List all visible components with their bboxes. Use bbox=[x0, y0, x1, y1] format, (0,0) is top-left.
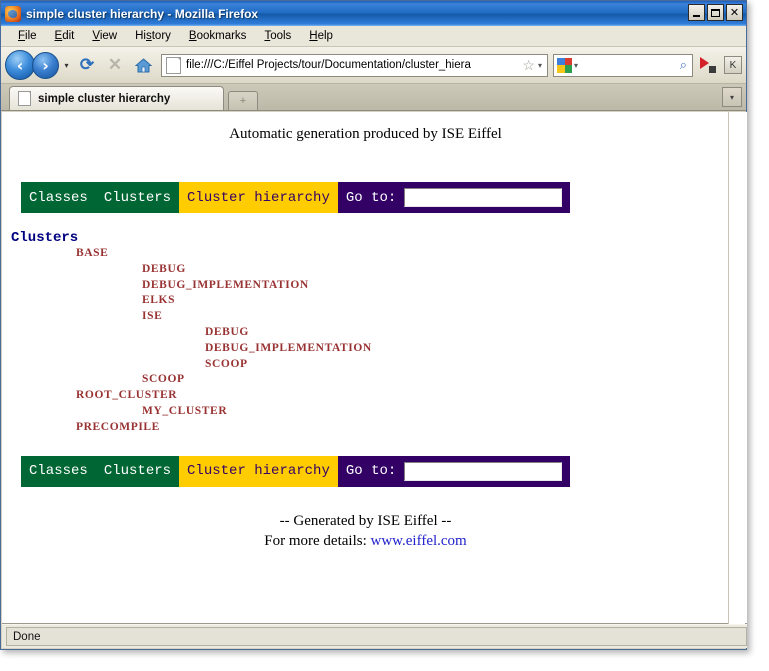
title-bar: simple cluster hierarchy - Mozilla Firef… bbox=[1, 1, 746, 26]
tab-page-icon bbox=[18, 91, 31, 106]
goto-label-bottom: Go to: bbox=[345, 463, 397, 480]
search-bar[interactable]: ▾ ⌕ bbox=[553, 53, 693, 77]
url-dropdown-icon[interactable]: ▾ bbox=[537, 60, 542, 70]
details-prefix: For more details: bbox=[264, 532, 371, 549]
firefox-icon bbox=[5, 5, 21, 22]
reload-icon[interactable]: ⟳ bbox=[79, 55, 95, 74]
kaspersky-icon[interactable] bbox=[699, 56, 717, 74]
forward-icon[interactable]: › bbox=[32, 51, 59, 79]
navigation-toolbar: ‹ › ▾ ⟳ ✕ file:///C:/Eiffel Projects/tou… bbox=[1, 47, 746, 84]
browser-window: simple cluster hierarchy - Mozilla Firef… bbox=[0, 0, 747, 650]
classes-button-top[interactable]: Classes bbox=[21, 182, 96, 213]
cluster-tree-nodes: BASE DEBUG DEBUG_IMPLEMENTATION ELKS ISE DEBU… bbox=[2, 246, 729, 436]
address-bar[interactable]: file:///C:/Eiffel Projects/tour/Document… bbox=[161, 53, 548, 77]
search-icon[interactable]: ⌕ bbox=[679, 57, 687, 72]
maximize-button[interactable] bbox=[707, 4, 724, 21]
status-text: Done bbox=[13, 630, 41, 643]
back-icon[interactable]: ‹ bbox=[5, 50, 35, 80]
search-input[interactable] bbox=[582, 59, 680, 71]
eiffel-nav-band-bottom: Classes Clusters Cluster hierarchy Go to… bbox=[21, 455, 571, 487]
cluster-node[interactable]: ELKS bbox=[142, 294, 176, 307]
classes-button-bottom[interactable]: Classes bbox=[21, 455, 96, 487]
tab-strip: simple cluster hierarchy + ▾ bbox=[1, 84, 746, 111]
cluster-node[interactable]: PRECOMPILE bbox=[76, 420, 160, 433]
page-content: Automatic generation produced by ISE Eif… bbox=[2, 112, 729, 623]
menu-bar: File Edit View History Bookmarks Tools H… bbox=[1, 26, 746, 47]
cluster-hierarchy-button-bottom[interactable]: Cluster hierarchy bbox=[179, 455, 338, 487]
bookmark-star-icon[interactable]: ☆ bbox=[522, 56, 535, 73]
clusters-button-bottom[interactable]: Clusters bbox=[95, 455, 180, 487]
page-scrollbar[interactable] bbox=[728, 112, 745, 624]
minimize-button[interactable] bbox=[688, 4, 705, 21]
status-bar: Done bbox=[2, 624, 747, 648]
menu-item-tools[interactable]: Tools bbox=[264, 30, 292, 42]
goto-input-bottom[interactable] bbox=[404, 461, 563, 481]
cluster-node[interactable]: SCOOP bbox=[142, 373, 185, 386]
goto-group-top: Go to: bbox=[337, 182, 571, 213]
search-engine-dropdown-icon[interactable]: ▾ bbox=[574, 60, 579, 70]
menu-item-help[interactable]: Help bbox=[309, 30, 333, 42]
close-button[interactable]: ✕ bbox=[726, 4, 743, 21]
cluster-tree-title: Clusters bbox=[11, 230, 79, 246]
cluster-tree: Clusters BASE DEBUG DEBUG_IMPLEMENTATION EL… bbox=[2, 230, 729, 436]
kaspersky-button[interactable]: K bbox=[724, 56, 742, 74]
cluster-node[interactable]: SCOOP bbox=[205, 357, 248, 370]
url-text: file:///C:/Eiffel Projects/tour/Document… bbox=[186, 59, 471, 71]
cluster-node[interactable]: DEBUG bbox=[142, 262, 186, 275]
google-icon[interactable] bbox=[557, 57, 572, 73]
cluster-node[interactable]: DEBUG_IMPLEMENTATION bbox=[205, 341, 372, 354]
eiffel-website-link[interactable]: www.eiffel.com bbox=[370, 532, 467, 549]
home-icon[interactable] bbox=[130, 52, 156, 78]
tab-simple-cluster-hierarchy[interactable]: simple cluster hierarchy bbox=[9, 86, 224, 110]
stop-icon[interactable]: ✕ bbox=[107, 55, 123, 74]
menu-item-edit[interactable]: Edit bbox=[54, 30, 75, 42]
goto-input-top[interactable] bbox=[404, 188, 563, 207]
page-icon bbox=[166, 56, 181, 74]
cluster-hierarchy-button-top[interactable]: Cluster hierarchy bbox=[179, 182, 338, 213]
window-title: simple cluster hierarchy - Mozilla Firef… bbox=[26, 6, 259, 21]
page-footer: -- Generated by ISE Eiffel -- For more d… bbox=[2, 511, 729, 551]
tab-label: simple cluster hierarchy bbox=[38, 92, 171, 105]
page-viewport: Automatic generation produced by ISE Eif… bbox=[2, 112, 747, 624]
menu-item-file[interactable]: File bbox=[18, 30, 37, 42]
cluster-node[interactable]: ROOT_CLUSTER bbox=[76, 389, 178, 402]
generated-by-line: -- Generated by ISE Eiffel -- bbox=[279, 512, 452, 529]
cluster-node[interactable]: DEBUG bbox=[205, 325, 249, 338]
details-line: For more details: www.eiffel.com bbox=[2, 531, 729, 551]
cluster-node[interactable]: DEBUG_IMPLEMENTATION bbox=[142, 278, 309, 291]
tab-list-icon[interactable]: ▾ bbox=[722, 87, 742, 107]
menu-item-bookmarks[interactable]: Bookmarks bbox=[188, 30, 247, 42]
status-panel: Done bbox=[6, 627, 747, 646]
menu-item-history[interactable]: History bbox=[135, 30, 171, 42]
window-controls: ✕ bbox=[688, 4, 743, 21]
eiffel-nav-band-top: Classes Clusters Cluster hierarchy Go to… bbox=[21, 182, 571, 213]
page-title: Automatic generation produced by ISE Eif… bbox=[229, 126, 502, 142]
new-tab-button[interactable]: + bbox=[228, 91, 258, 110]
cluster-node[interactable]: MY_CLUSTER bbox=[142, 404, 228, 417]
menu-item-view[interactable]: View bbox=[92, 30, 118, 42]
cluster-node[interactable]: ISE bbox=[142, 310, 163, 323]
history-dropdown-icon[interactable]: ▾ bbox=[64, 60, 69, 70]
clusters-button-top[interactable]: Clusters bbox=[95, 182, 180, 213]
cluster-node[interactable]: BASE bbox=[76, 247, 109, 259]
goto-label-top: Go to: bbox=[345, 189, 397, 206]
goto-group-bottom: Go to: bbox=[337, 455, 571, 487]
